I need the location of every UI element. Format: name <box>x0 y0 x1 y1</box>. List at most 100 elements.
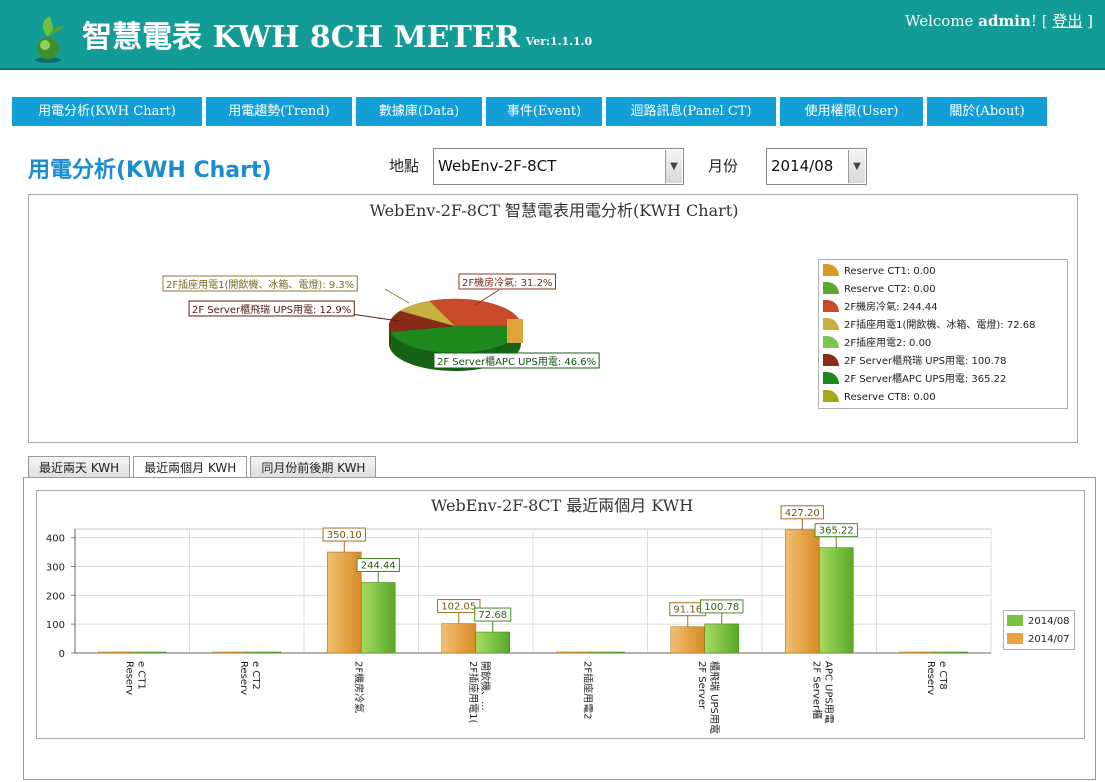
pie-label-leader <box>474 289 500 306</box>
nav-button-0[interactable]: 用電分析(KWH Chart) <box>12 97 202 126</box>
pie-data-label: 2F機房冷氣: 31.2% <box>458 273 556 290</box>
bar-2014-07 <box>326 551 362 654</box>
x-tick-label: e CT2 <box>250 661 261 690</box>
welcome-message: Welcome admin! [ 登出 ] <box>905 12 1093 30</box>
bar-legend-label: 2014/07 <box>1028 634 1070 645</box>
nav-button-5[interactable]: 使用權限(User) <box>780 97 923 126</box>
x-tick-label: 2F機房冷氣 <box>352 661 365 713</box>
x-tick-label: 開飲機、... <box>479 661 492 711</box>
bar-legend-item: 2014/07 <box>1004 631 1074 649</box>
bar-2014-07 <box>899 651 935 654</box>
nav-button-1[interactable]: 用電趨勢(Trend) <box>206 97 352 126</box>
pie-legend-item: 2F插座用電1(開飲機、冰箱、電燈): 72.68 <box>819 317 1067 335</box>
legend-swatch <box>1007 633 1023 644</box>
pie-legend-label: Reserve CT8: 0.00 <box>844 392 936 403</box>
pie-legend-item: Reserve CT8: 0.00 <box>819 389 1067 407</box>
legend-swatch <box>823 354 839 366</box>
tab-2[interactable]: 同月份前後期 KWH <box>250 456 377 479</box>
pie-legend-label: 2F機房冷氣: 244.44 <box>844 302 938 313</box>
pie-slice-tab <box>507 319 523 343</box>
x-tick-label: 2F Server <box>696 661 707 710</box>
bar-legend-item: 2014/08 <box>1004 613 1074 631</box>
pie-data-label-text: 2F Server櫃APC UPS用電: 46.6% <box>437 355 596 368</box>
legend-swatch <box>823 372 839 384</box>
bar-chart-title: WebEnv-2F-8CT 最近兩個月 KWH <box>431 496 693 515</box>
nav-button-3[interactable]: 事件(Event) <box>486 97 602 126</box>
bar-data-label: 244.44 <box>356 558 400 573</box>
bar-data-label: 91.16 <box>669 602 707 617</box>
tab-0[interactable]: 最近兩天 KWH <box>28 456 131 479</box>
bar-data-label-box <box>474 607 512 622</box>
pie-label-leader <box>350 313 400 322</box>
bar-2014-07 <box>555 651 591 654</box>
tab-1[interactable]: 最近兩個月 KWH <box>133 456 248 480</box>
pie-legend: Reserve CT1: 0.00 Reserve CT2: 0.00 2F機房冷氣… <box>818 259 1068 409</box>
pie-legend-label: 2F插座用電1(開飲機、冰箱、電燈): 72.68 <box>844 320 1036 331</box>
logout-link[interactable]: 登出 <box>1052 12 1083 30</box>
pie-data-label-text: 2F Server櫃飛瑞 UPS用電: 12.9% <box>192 303 351 316</box>
x-tick-label: APC UPS用電 <box>822 661 834 724</box>
bar-2014-07 <box>212 651 248 654</box>
pie-legend-item: Reserve CT1: 0.00 <box>819 263 1067 281</box>
bar-data-label-box <box>780 505 824 520</box>
bar-2014-08 <box>131 651 167 654</box>
pie-data-label-text: 2F插座用電1(開飲機、冰箱、電燈): 9.3% <box>166 278 354 291</box>
pie-legend-item: 2F機房冷氣: 244.44 <box>819 299 1067 317</box>
month-label: 月份 <box>708 157 739 175</box>
pie-chart: WebEnv-2F-8CT 智慧電表用電分析(KWH Chart) 2F Serv… <box>162 201 738 371</box>
pie-legend-label: Reserve CT1: 0.00 <box>844 266 936 277</box>
bar-2014-07 <box>670 626 706 654</box>
legend-swatch <box>823 318 839 330</box>
legend-swatch <box>823 264 839 276</box>
username: admin <box>978 12 1031 30</box>
bar-data-label-box <box>356 558 400 573</box>
x-tick-label: 2F插座用電1( <box>467 661 480 723</box>
y-tick-label: 100 <box>46 620 65 631</box>
nav-button-4[interactable]: 迴路訊息(Panel CT) <box>606 97 776 126</box>
x-tick-label: 2F Server櫃 <box>810 661 823 719</box>
bar-data-label-text: 427.20 <box>785 508 820 519</box>
pie-legend-item: Reserve CT2: 0.00 <box>819 281 1067 299</box>
chevron-down-icon[interactable]: ▼ <box>665 150 682 183</box>
bar-data-label-box <box>322 527 366 542</box>
pie-label-leader <box>384 288 410 304</box>
bar-data-label: 427.20 <box>780 505 824 520</box>
bar-2014-08 <box>475 631 511 654</box>
bar-2014-07 <box>784 529 820 654</box>
bar-data-label-text: 350.10 <box>327 530 362 541</box>
bar-2014-07 <box>441 623 477 654</box>
bar-data-label: 365.22 <box>814 523 858 538</box>
y-tick-label: 200 <box>46 591 65 602</box>
location-select[interactable]: WebEnv-2F-8CT ▼ <box>433 148 684 185</box>
leaf-globe-logo-icon <box>35 16 64 63</box>
bar-data-label: 72.68 <box>474 607 512 622</box>
bar-2014-08 <box>589 651 625 654</box>
pie-slice-side <box>389 326 391 350</box>
bar-data-label-text: 72.68 <box>478 610 507 621</box>
x-tick-label: e CT1 <box>135 661 146 690</box>
legend-swatch <box>823 300 839 312</box>
month-select[interactable]: 2014/08 ▼ <box>766 148 867 185</box>
legend-swatch <box>1007 615 1023 626</box>
bar-2014-08 <box>704 623 740 654</box>
bar-legend-label: 2014/08 <box>1028 616 1070 627</box>
pie-legend-item: 2F Server櫃APC UPS用電: 365.22 <box>819 371 1067 389</box>
bar-data-label: 100.78 <box>700 599 744 614</box>
x-tick-label: 櫃飛瑞 UPS用電 <box>708 661 721 734</box>
main-nav: 用電分析(KWH Chart) 用電趨勢(Trend) 數據庫(Data) 事件(Ev… <box>12 97 1051 127</box>
bar-2014-08 <box>933 651 969 654</box>
pie-data-label: 2F Server櫃APC UPS用電: 46.6% <box>433 352 600 369</box>
bar-2014-08 <box>360 582 396 654</box>
nav-button-2[interactable]: 數據庫(Data) <box>356 97 482 126</box>
chevron-down-icon[interactable]: ▼ <box>848 150 865 183</box>
bar-data-label-text: 365.22 <box>819 526 854 537</box>
pie-data-label-box <box>188 300 355 317</box>
app-header: 智慧電表 KWH 8CH METER Ver:1.1.1.0 Welcome ad… <box>0 0 1105 70</box>
x-tick-label: Reserv <box>925 661 936 695</box>
nav-button-6[interactable]: 關於(About) <box>927 97 1047 126</box>
page-title: 用電分析(KWH Chart) <box>28 158 272 183</box>
y-tick-label: 400 <box>46 534 65 545</box>
pie-data-label: 2F插座用電1(開飲機、冰箱、電燈): 9.3% <box>162 275 358 292</box>
pie-data-label-box <box>162 275 358 292</box>
x-tick-label: 2F插座用電2 <box>581 661 594 719</box>
